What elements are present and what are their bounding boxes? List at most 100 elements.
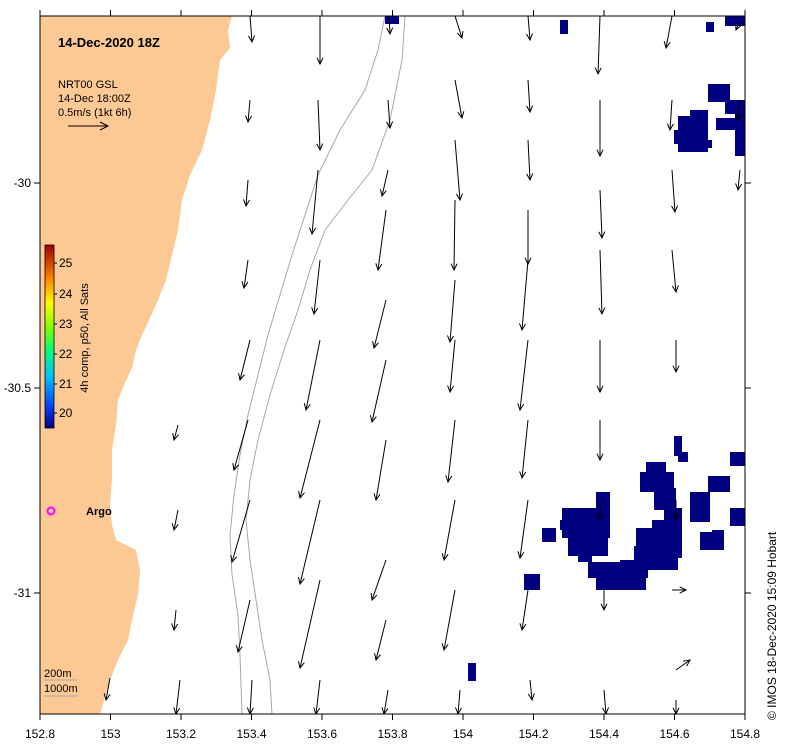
current-vector [375, 619, 387, 661]
current-vector-head [666, 123, 674, 132]
current-vector-head [303, 403, 311, 412]
isobath-200m [229, 16, 386, 714]
current-vector-head [370, 592, 378, 602]
current-vector [383, 689, 389, 714]
current-vector-head [663, 41, 671, 50]
current-vector [317, 99, 321, 151]
current-vector [675, 659, 691, 671]
current-vector-head [672, 513, 680, 522]
current-vector [105, 677, 111, 701]
current-vector [454, 79, 463, 119]
current-vector-head [242, 199, 250, 208]
current-vector [231, 499, 251, 563]
current-vector [597, 16, 601, 75]
colorbar-tick-label: 20 [59, 406, 73, 420]
current-vector [665, 16, 673, 49]
x-tick-label: 154.4 [589, 727, 619, 741]
isobath-1000m [245, 16, 406, 714]
current-vector [388, 16, 391, 35]
current-vector-head [598, 231, 606, 240]
current-vector-head [297, 661, 305, 670]
current-vector [527, 139, 531, 181]
current-vector [239, 339, 251, 381]
current-vector-head [594, 67, 602, 76]
current-vector-head [298, 491, 305, 500]
current-vector [299, 419, 321, 499]
sst-patch [706, 22, 714, 32]
current-vector-head [235, 645, 243, 654]
current-vector [247, 99, 251, 123]
current-vector [521, 419, 529, 479]
current-vector-head [735, 22, 742, 32]
current-vector [173, 424, 179, 441]
sst-patch [654, 488, 676, 510]
current-vector-head [672, 365, 680, 374]
current-vector-head [103, 693, 111, 702]
x-tick-label: 153.6 [307, 727, 337, 741]
current-vector [599, 249, 603, 315]
argo-label: Argo [86, 506, 112, 518]
current-vector [305, 339, 321, 411]
current-vector-head [173, 707, 181, 714]
current-vector-head [381, 707, 389, 714]
sst-patch [708, 476, 730, 492]
sst-patch [735, 110, 745, 156]
current-vector-head [450, 263, 458, 272]
current-vector-head [248, 35, 256, 44]
current-vector-head [455, 707, 462, 714]
current-vector [299, 499, 321, 585]
current-vector-head [598, 307, 606, 316]
current-vector-head [373, 493, 381, 502]
sst-patch [468, 663, 476, 681]
current-vector [173, 509, 179, 531]
sst-patches [385, 16, 745, 681]
sst-patch [674, 436, 682, 456]
colorbar-tick-label: 23 [59, 317, 73, 331]
current-vector [237, 599, 251, 653]
current-vector-head [369, 415, 377, 424]
current-vector-head [232, 463, 240, 472]
sst-patch [620, 560, 634, 570]
current-vector-head [379, 189, 387, 198]
current-vector-head [246, 707, 254, 714]
current-vector-head [172, 433, 179, 442]
current-vector-head [679, 586, 688, 594]
y-tick-label: -30.5 [4, 381, 32, 395]
current-vector-head [519, 471, 527, 480]
current-vector [373, 299, 387, 349]
current-vector [669, 99, 673, 131]
current-vector [527, 16, 531, 41]
sst-patch [708, 84, 730, 102]
current-vector-head [245, 115, 253, 124]
land-mass [40, 16, 232, 714]
current-vector [233, 419, 249, 471]
sst-patch [700, 532, 724, 550]
current-vector-head [457, 111, 465, 120]
current-vector [737, 169, 741, 191]
sst-patch [725, 16, 745, 26]
current-vector-head [386, 27, 394, 36]
sst-patch [560, 20, 568, 34]
sst-patch [560, 520, 584, 530]
x-tick-label: 153.4 [236, 727, 266, 741]
scale-label: 0.5m/s (1kt 6h) [58, 107, 131, 119]
x-tick-label: 154.2 [518, 727, 548, 741]
x-tick-label: 153 [100, 727, 120, 741]
current-vector [449, 339, 456, 393]
sst-patch [678, 452, 688, 462]
current-vector-head [171, 523, 179, 532]
current-vector-head [526, 173, 534, 182]
current-vector-head [596, 453, 604, 462]
current-vector [311, 169, 319, 235]
current-vector [521, 589, 529, 631]
current-vector-head [316, 57, 324, 66]
scale-arrow-icon [68, 121, 110, 131]
current-vector-head [602, 707, 609, 714]
x-tick-label: 153.8 [377, 727, 407, 741]
credit-text: © IMOS 18-Dec-2020 15:09 Hobart [765, 531, 779, 720]
depth-label-200m: 200m [44, 668, 72, 680]
current-vector-head [238, 373, 245, 382]
sst-patch [730, 452, 745, 466]
y-tick-label: -30 [14, 176, 32, 190]
